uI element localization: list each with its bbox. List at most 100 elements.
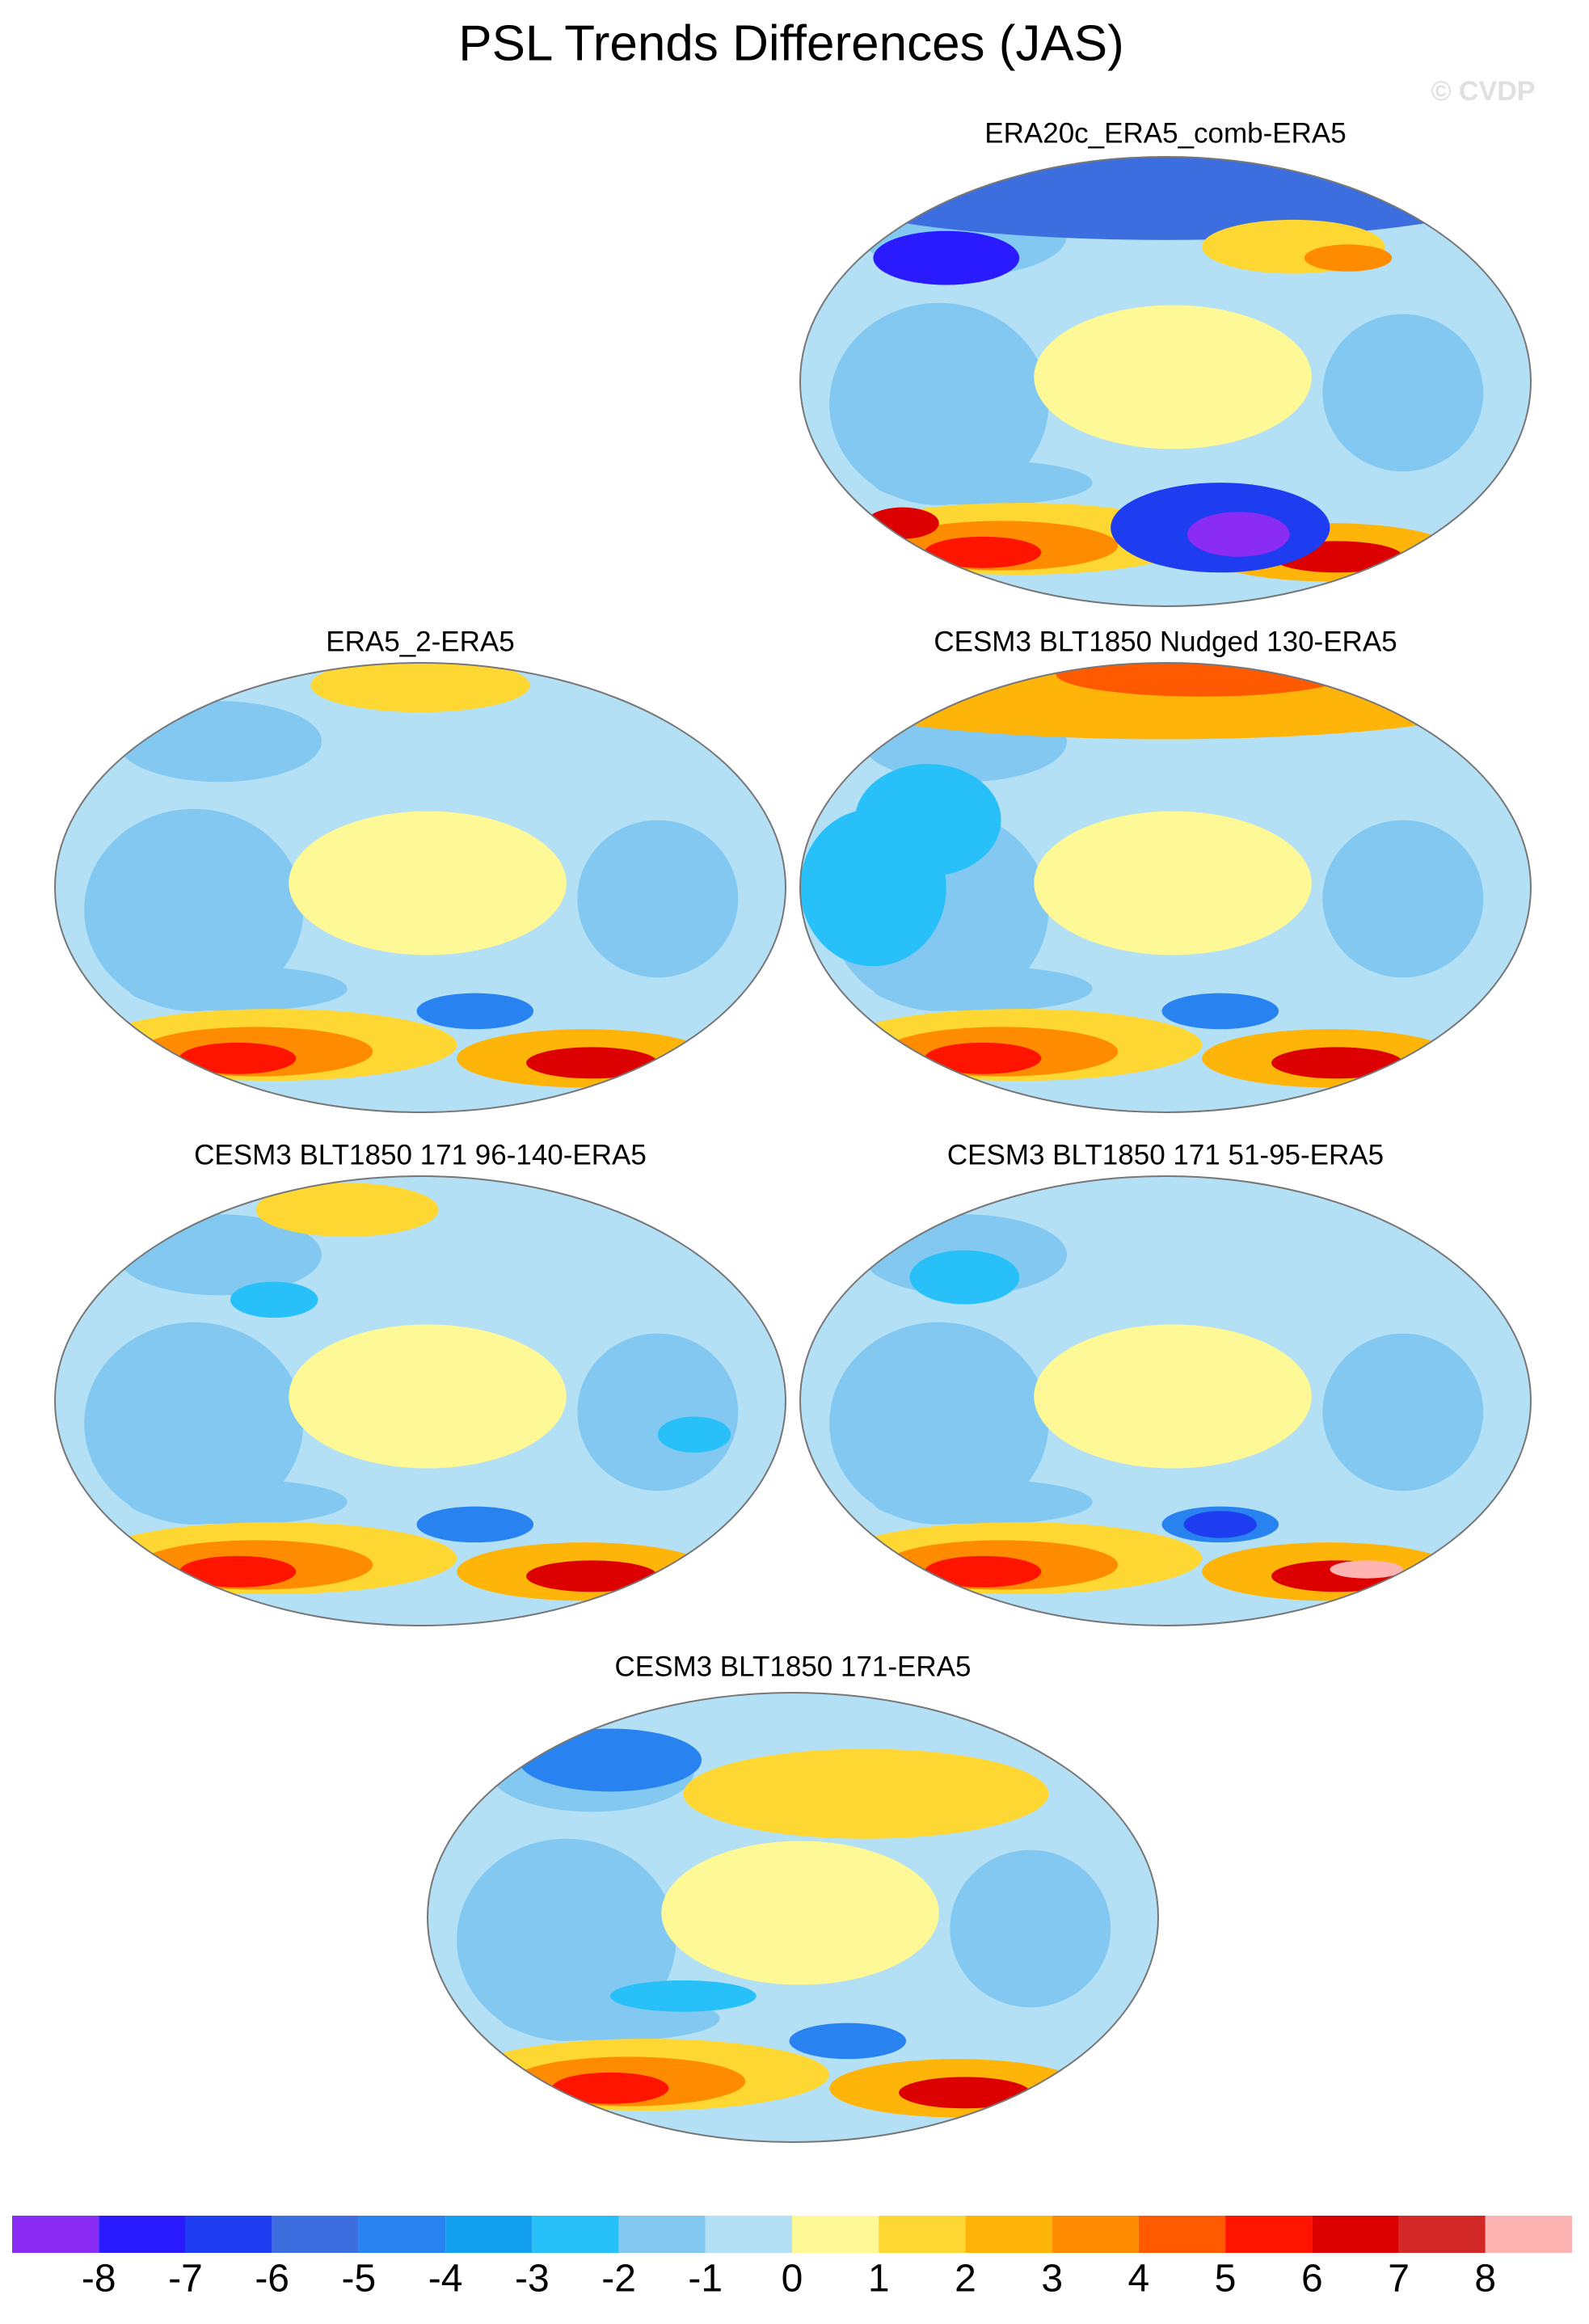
map-outline <box>54 1175 786 1626</box>
colorbar-label: -1 <box>688 2258 723 2301</box>
field-patch <box>873 1479 1093 1525</box>
field-patch <box>416 993 534 1030</box>
panel-title: ERA20c_ERA5_comb-ERA5 <box>984 117 1346 149</box>
field-patch <box>1322 820 1484 978</box>
field-patch <box>909 1250 1020 1305</box>
field-patch <box>1304 244 1393 272</box>
colorbar-box <box>445 2216 533 2253</box>
field-patch <box>1271 1047 1403 1079</box>
map-panel <box>428 1693 1158 2142</box>
colorbar-box <box>618 2216 706 2253</box>
colorbar-label: -2 <box>601 2258 636 2301</box>
field-patch <box>873 230 1020 285</box>
colorbar-label: -5 <box>342 2258 377 2301</box>
colorbar-label: -7 <box>168 2258 203 2301</box>
field-patch <box>526 1560 658 1592</box>
field-patch <box>610 1980 757 2012</box>
map-panel <box>800 1176 1531 1626</box>
colorbar-label: 3 <box>1041 2258 1063 2301</box>
colorbar-box <box>12 2216 99 2253</box>
field-patch <box>84 1322 304 1525</box>
field-patch <box>873 966 1093 1011</box>
field-patch <box>873 460 1093 505</box>
map-panel <box>800 157 1531 606</box>
map-outline <box>799 662 1532 1113</box>
colorbar-label: -8 <box>82 2258 116 2301</box>
field-patch <box>899 2077 1031 2109</box>
colorbar-box <box>1052 2216 1139 2253</box>
field-patch <box>1187 512 1290 557</box>
field-patch <box>116 701 322 782</box>
colorbar-label: 0 <box>782 2258 803 2301</box>
field-patch <box>1183 1511 1258 1538</box>
field-patch <box>661 1841 939 1985</box>
field-patch <box>683 1748 1049 1839</box>
map-panel <box>55 663 786 1112</box>
figure-title: PSL Trends Differences (JAS) <box>458 15 1124 71</box>
colorbar-box <box>879 2216 966 2253</box>
panel-title: CESM3 BLT1850 171-ERA5 <box>615 1651 972 1682</box>
colorbar-box <box>1485 2216 1572 2253</box>
map-panel <box>800 663 1531 1112</box>
colorbar-label: 4 <box>1128 2258 1150 2301</box>
field-patch <box>924 1042 1042 1074</box>
colorbar-label: 2 <box>955 2258 976 2301</box>
field-patch <box>1056 663 1348 697</box>
field-patch <box>1161 993 1279 1030</box>
colorbar-box <box>792 2216 879 2253</box>
field-patch <box>1330 1560 1403 1579</box>
field-patch <box>1322 314 1484 472</box>
colorbar-box <box>272 2216 359 2253</box>
field-patch <box>289 1324 567 1469</box>
field-patch <box>924 1555 1042 1588</box>
colorbar-box <box>1225 2216 1313 2253</box>
field-patch <box>924 536 1042 568</box>
map-outline <box>799 1175 1532 1626</box>
field-patch <box>950 1849 1111 2008</box>
colorbar-box <box>358 2216 446 2253</box>
field-patch <box>84 808 304 1011</box>
field-patch <box>866 507 939 539</box>
field-patch <box>577 820 739 978</box>
field-patch <box>230 1281 318 1318</box>
field-patch <box>128 1479 348 1525</box>
field-patch <box>800 157 1531 240</box>
panel-title: CESM3 BLT1850 Nudged 130-ERA5 <box>934 626 1397 657</box>
watermark: © CVDP <box>1431 76 1536 107</box>
colorbar-box <box>1312 2216 1399 2253</box>
colorbar-box <box>532 2216 619 2253</box>
map-outline <box>427 1692 1159 2143</box>
colorbar-label: 6 <box>1301 2258 1323 2301</box>
colorbar-label: 1 <box>868 2258 890 2301</box>
map-outline <box>54 662 786 1113</box>
field-patch <box>800 808 946 967</box>
field-patch <box>829 1322 1049 1525</box>
colorbar-box <box>965 2216 1052 2253</box>
colorbar-label: -3 <box>515 2258 550 2301</box>
colorbar-label: 7 <box>1388 2258 1410 2301</box>
field-patch <box>1034 305 1312 449</box>
field-patch <box>179 1555 297 1588</box>
field-patch <box>1034 1324 1312 1469</box>
panel-title: CESM3 BLT1850 171 96-140-ERA5 <box>194 1139 647 1170</box>
map-outline <box>799 156 1532 607</box>
field-patch <box>179 1042 297 1074</box>
colorbar-box <box>705 2216 792 2253</box>
panel-title: CESM3 BLT1850 171 51-95-ERA5 <box>947 1139 1384 1170</box>
colorbar-box <box>1398 2216 1486 2253</box>
map-panel <box>55 1176 786 1626</box>
colorbar-label: -6 <box>255 2258 289 2301</box>
field-patch <box>526 1047 658 1079</box>
field-patch <box>789 2022 907 2060</box>
colorbar-label: 8 <box>1474 2258 1496 2301</box>
field-patch <box>551 2072 669 2104</box>
field-patch <box>310 663 530 713</box>
field-patch <box>1322 1333 1484 1491</box>
field-patch <box>1034 811 1312 955</box>
field-patch <box>577 1333 739 1491</box>
field-patch <box>128 966 348 1011</box>
colorbar-box <box>185 2216 272 2253</box>
field-patch <box>519 1728 702 1792</box>
field-patch <box>289 811 567 955</box>
